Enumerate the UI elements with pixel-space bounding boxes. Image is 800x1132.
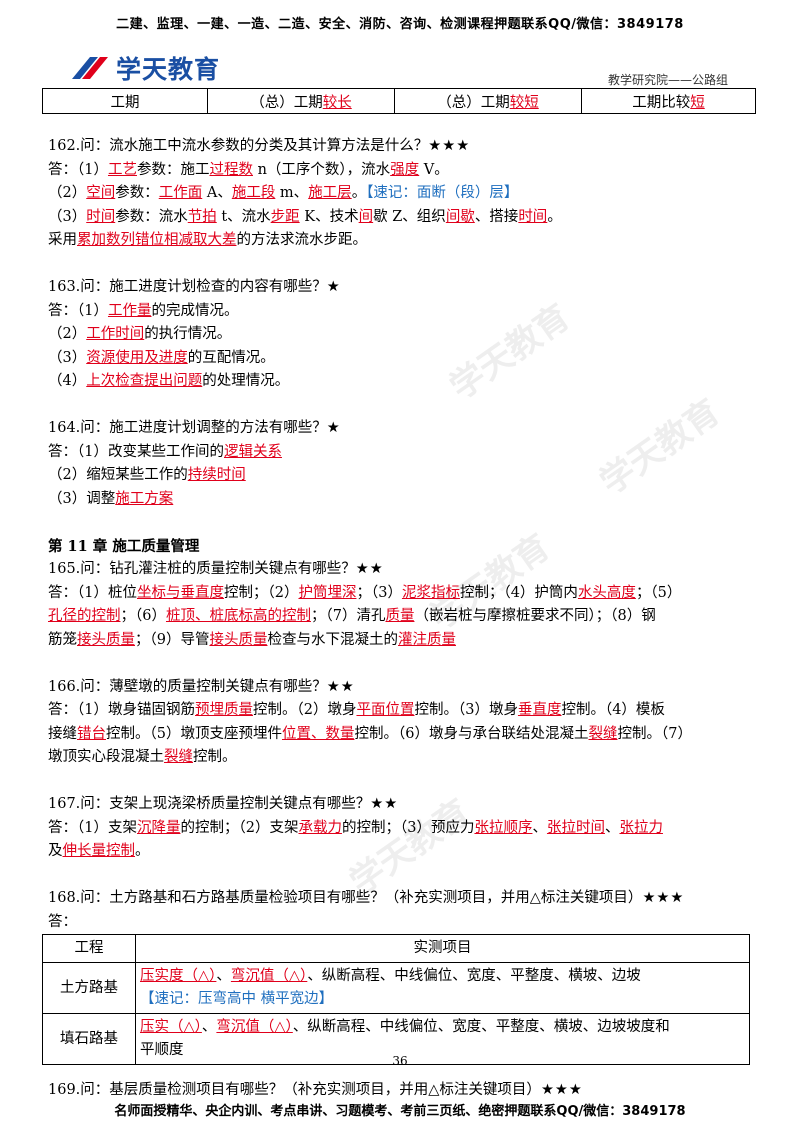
table-row: 土方路基 压实度（△）、弯沉值（△）、纵断高程、中线偏位、宽度、平整度、横坡、边… (42, 962, 750, 1014)
answer-line: （2）缩短某些工作的持续时间 (48, 467, 246, 483)
chapter-heading: 第 11 章 施工质量管理 (48, 537, 200, 555)
answer-line: 采用累加数列错位相减取大差的方法求流水步距。 (48, 232, 367, 248)
answer-line: 筋笼接头质量；（9）导管接头质量检查与水下混凝土的灌注质量 (48, 631, 456, 648)
answer-line: （2）工作时间的执行情况。 (48, 326, 232, 342)
page-number: 36 (392, 1054, 408, 1068)
table-cell: 工期比较短 (581, 88, 756, 114)
question-167-title: 167.问：支架上现浇梁桥质量控制关键点有哪些？★★ (48, 796, 399, 812)
answer-line: 孔径的控制；（6）桩顶、桩底标高的控制；（7）清孔质量（嵌岩桩与摩擦桩要求不同）… (48, 608, 656, 624)
answer-line: （3）时间参数：流水节拍 t、流水步距 K、技术间歇 Z、组织间歇、搭接时间。 (48, 208, 562, 225)
answer-line: 答：（1）工作量的完成情况。 (48, 302, 239, 319)
answer-line: （3）调整施工方案 (48, 490, 174, 507)
answer-line: 接缝错台控制。（5）墩顶支座预埋件位置、数量控制。（6）墩身与承台联结处混凝土裂… (48, 725, 692, 742)
answer-line: 答：（1）墩身锚固钢筋预埋质量控制。（2）墩身平面位置控制。（3）墩身垂直度控制… (48, 702, 665, 718)
answer-line: 答：（1）支架沉降量的控制；（2）支架承载力的控制；（3）预应力张拉顺序、张拉时… (48, 819, 663, 836)
table-cell: （总）工期较短 (394, 88, 582, 114)
top-banner: 二建、监理、一建、一造、二造、安全、消防、咨询、检测课程押题联系QQ/微信：38… (116, 17, 684, 32)
answer-line: （2）空间参数：工作面 A、施工段 m、施工层。【速记：面断（段）层】 (48, 185, 519, 201)
answer-line: 答：（1）桩位坐标与垂直度控制；（2）护筒埋深；（3）泥浆指标控制；（4）护筒内… (48, 584, 682, 601)
answer-line: 答：（1）工艺参数：施工过程数 n（工序个数），流水强度 V。 (48, 161, 449, 178)
table-header: 实测项目 (135, 934, 750, 963)
logo: 学天教育 (70, 52, 220, 84)
question-168-title: 168.问：土方路基和石方路基质量检验项目有哪些？（补充实测项目，并用△标注关键… (48, 890, 685, 906)
table-cell: 压实（△）、弯沉值（△）、纵断高程、中线偏位、宽度、平整度、横坡、边坡坡度和 平顺… (135, 1013, 750, 1065)
table-header: 工程 (42, 934, 136, 963)
logo-text: 学天教育 (116, 55, 221, 84)
table-cell: （总）工期较长 (207, 88, 395, 114)
memo-tip: 【速记：压弯高中 横平宽边】 (140, 991, 334, 1007)
document-body: 162.问：流水施工中流水参数的分类及其计算方法是什么？★★★ 答：（1）工艺参… (42, 135, 756, 1103)
question-169-title: 169.问：基层质量检测项目有哪些？（补充实测项目，并用△标注关键项目）★★★ (48, 1082, 583, 1098)
table-cell: 土方路基 (42, 962, 136, 1014)
answer-line: 墩顶实心段混凝土裂缝控制。 (48, 749, 237, 765)
question-164-title: 164.问：施工进度计划调整的方法有哪些？★ (48, 420, 341, 436)
answer-line: 及伸长量控制。 (48, 843, 150, 859)
table-row: 填石路基 压实（△）、弯沉值（△）、纵断高程、中线偏位、宽度、平整度、横坡、边坡… (42, 1013, 750, 1065)
question-165-title: 165.问：钻孔灌注桩的质量控制关键点有哪些？★★ (48, 561, 384, 577)
question-166-title: 166.问：薄壁墩的质量控制关键点有哪些？★★ (48, 678, 355, 695)
answer-line: 答： (48, 913, 77, 930)
memo-tip: 【速记：面断（段）层】 (366, 185, 519, 201)
schedule-comparison-table: 工期 （总）工期较长 （总）工期较短 工期比较短 (42, 88, 756, 114)
answer-line: （3）资源使用及进度的互配情况。 (48, 349, 275, 366)
table-cell: 填石路基 (42, 1013, 136, 1065)
department-label: 教学研究院——公路组 (607, 73, 728, 87)
answer-line: （4）上次检查提出问题的处理情况。 (48, 373, 290, 389)
bottom-banner: 名师面授精华、央企内训、考点串讲、习题模考、考前三页纸、绝密押题联系QQ/微信：… (114, 1104, 686, 1119)
inspection-table: 工程 实测项目 土方路基 压实度（△）、弯沉值（△）、纵断高程、中线偏位、宽度、… (42, 934, 750, 1065)
answer-line: 答：（1）改变某些工作间的逻辑关系 (48, 443, 282, 460)
question-163-title: 163.问：施工进度计划检查的内容有哪些？★ (48, 279, 341, 295)
question-162-title: 162.问：流水施工中流水参数的分类及其计算方法是什么？★★★ (48, 138, 471, 154)
table-cell: 压实度（△）、弯沉值（△）、纵断高程、中线偏位、宽度、平整度、横坡、边坡 【速记：… (135, 962, 750, 1014)
logo-mark-icon (72, 57, 108, 79)
table-cell: 工期 (42, 88, 208, 114)
